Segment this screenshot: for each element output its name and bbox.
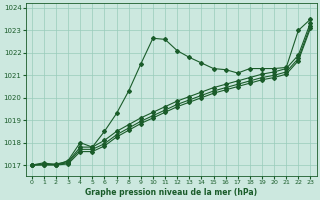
X-axis label: Graphe pression niveau de la mer (hPa): Graphe pression niveau de la mer (hPa) bbox=[85, 188, 257, 197]
